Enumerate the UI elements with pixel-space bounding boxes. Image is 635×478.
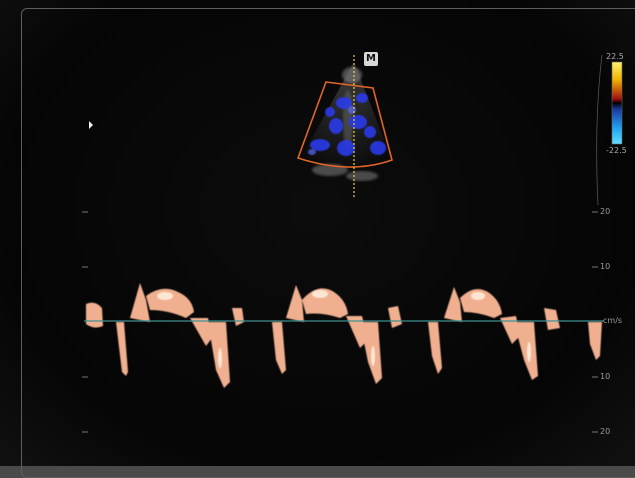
pointer-icon: [89, 121, 93, 129]
ultrasound-display: [0, 0, 635, 466]
ultrasound-graphics: [82, 54, 623, 433]
spectral-doppler-highlights: [157, 290, 531, 368]
velocity-unit-label: cm/s: [603, 316, 623, 325]
velocity-tick-label: 20: [600, 207, 611, 216]
scale-guide-curve: [596, 54, 603, 206]
velocity-axis-ticks: [82, 211, 598, 433]
velocity-tick-label: 20: [600, 427, 611, 436]
color-scale-min-label: -22.5: [606, 146, 627, 155]
color-scale-max-label: 22.5: [606, 52, 624, 61]
m-mode-badge: M: [364, 52, 378, 66]
velocity-tick-label: 10: [600, 372, 611, 381]
color-flow-box: [296, 81, 393, 168]
color-scale-bar: [611, 61, 623, 145]
velocity-tick-label: 10: [600, 262, 611, 271]
